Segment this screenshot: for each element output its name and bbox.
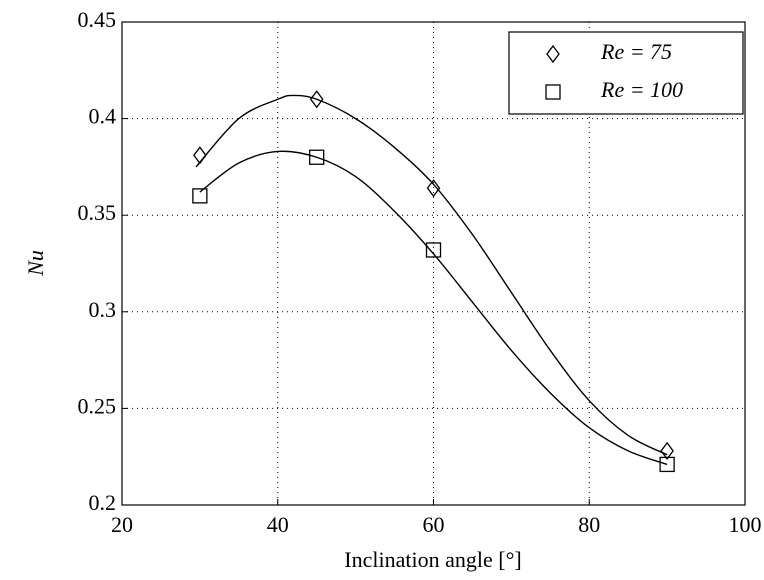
legend-box	[508, 31, 744, 115]
data-point	[426, 179, 441, 198]
y-tick-label: 0.4	[89, 104, 117, 129]
x-tick-label: 100	[729, 512, 762, 537]
legend-marker	[546, 44, 560, 64]
y-tick-label: 0.35	[78, 200, 117, 225]
fit-curve	[199, 150, 668, 466]
x-tick-label: 80	[578, 512, 600, 537]
data-point	[192, 188, 208, 204]
x-axis-label: Inclination angle [°]	[344, 547, 521, 572]
legend-marker	[545, 84, 561, 100]
y-tick-label: 0.3	[89, 297, 117, 322]
data-point	[660, 441, 674, 460]
data-point	[659, 456, 675, 473]
y-tick-label: 0.45	[78, 7, 117, 32]
data-point	[425, 242, 442, 258]
fit-curve	[195, 94, 668, 456]
y-tick-label: 0.25	[78, 393, 117, 418]
x-tick-label: 40	[267, 512, 289, 537]
x-tick-label: 60	[423, 512, 445, 537]
legend-label: Re = 75	[600, 39, 672, 64]
data-point	[309, 90, 324, 109]
x-tick-label: 20	[111, 512, 133, 537]
y-tick-label: 0.2	[89, 490, 117, 515]
y-axis-label: Nu	[23, 250, 48, 277]
legend-label: Re = 100	[600, 77, 683, 102]
data-point	[309, 149, 325, 165]
data-point	[193, 146, 207, 165]
